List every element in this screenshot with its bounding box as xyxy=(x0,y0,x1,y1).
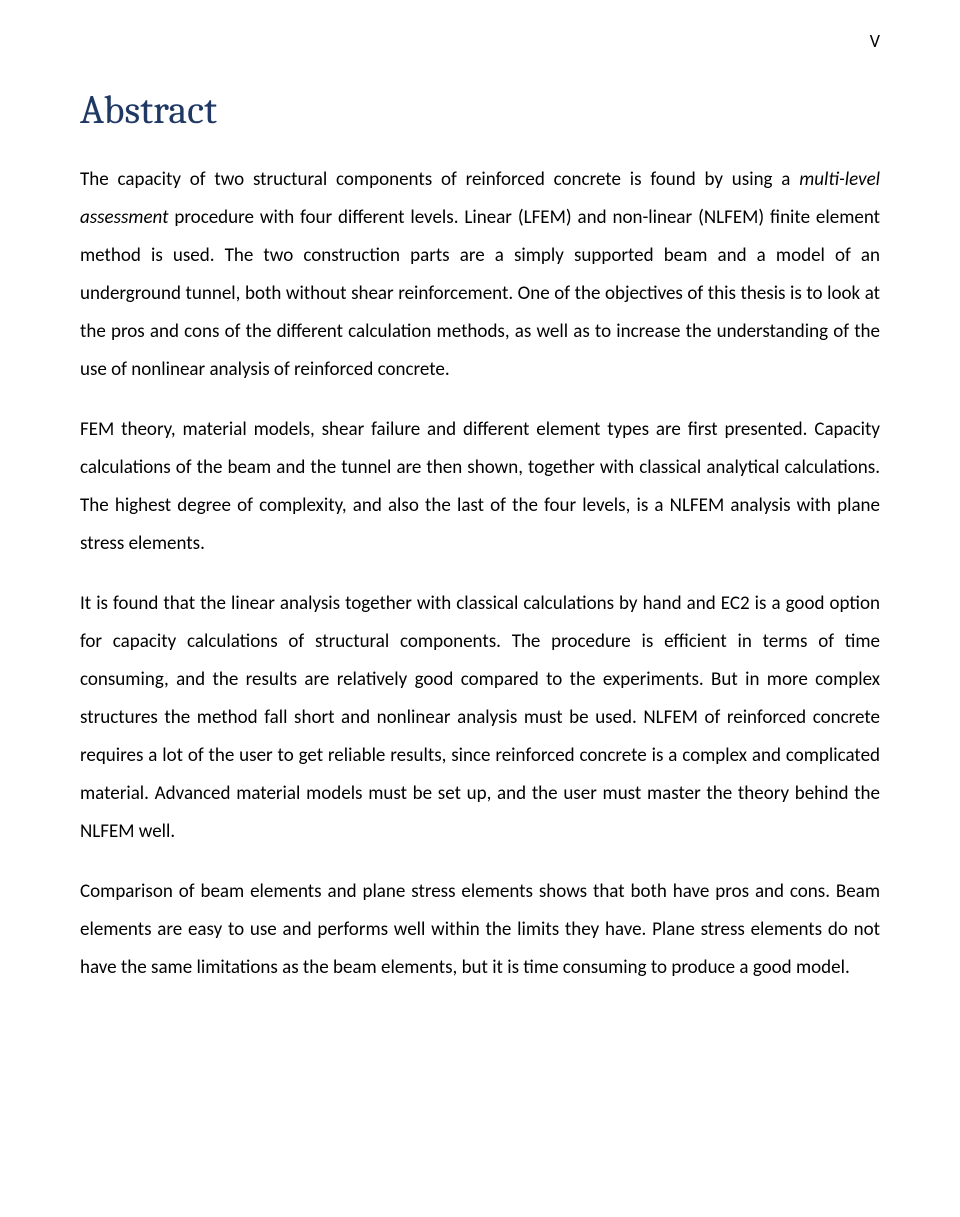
abstract-paragraph-1: The capacity of two structural component… xyxy=(80,161,880,389)
abstract-title: Abstract xyxy=(80,87,880,133)
abstract-paragraph-2: FEM theory, material models, shear failu… xyxy=(80,411,880,563)
page-number: V xyxy=(80,30,880,52)
abstract-paragraph-4: Comparison of beam elements and plane st… xyxy=(80,873,880,987)
p1-part2: procedure with four different levels. Li… xyxy=(80,206,880,381)
abstract-paragraph-3: It is found that the linear analysis tog… xyxy=(80,585,880,851)
p1-part1: The capacity of two structural component… xyxy=(80,168,799,191)
